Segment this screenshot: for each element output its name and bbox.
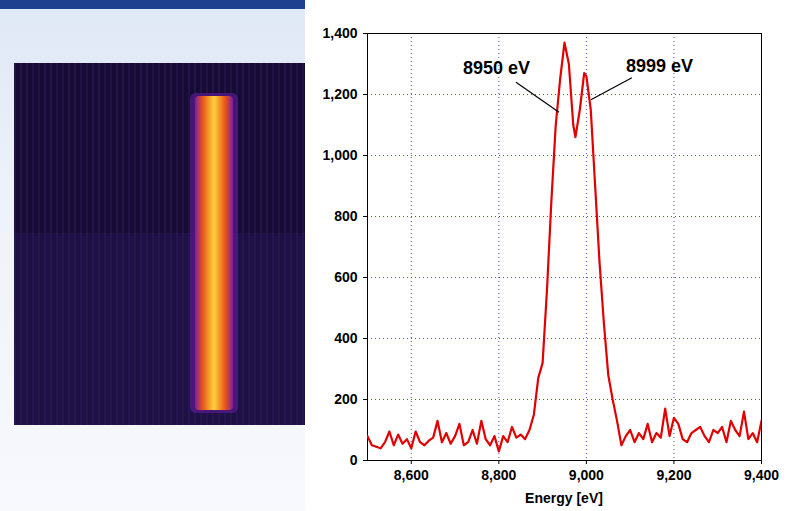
svg-text:1,400: 1,400: [322, 25, 357, 41]
svg-text:9,400: 9,400: [744, 467, 779, 483]
svg-text:400: 400: [334, 330, 358, 346]
svg-text:8,800: 8,800: [481, 467, 516, 483]
svg-text:8999 eV: 8999 eV: [626, 56, 693, 76]
svg-text:0: 0: [350, 452, 358, 468]
svg-text:800: 800: [334, 208, 358, 224]
svg-text:1,200: 1,200: [322, 86, 357, 102]
svg-text:600: 600: [334, 269, 358, 285]
svg-text:200: 200: [334, 391, 358, 407]
svg-text:9,000: 9,000: [569, 467, 604, 483]
svg-text:8,600: 8,600: [394, 467, 429, 483]
svg-text:Energy [eV]: Energy [eV]: [525, 490, 603, 506]
svg-text:9,200: 9,200: [656, 467, 691, 483]
svg-text:1,000: 1,000: [322, 147, 357, 163]
svg-text:8950 eV: 8950 eV: [463, 58, 530, 78]
